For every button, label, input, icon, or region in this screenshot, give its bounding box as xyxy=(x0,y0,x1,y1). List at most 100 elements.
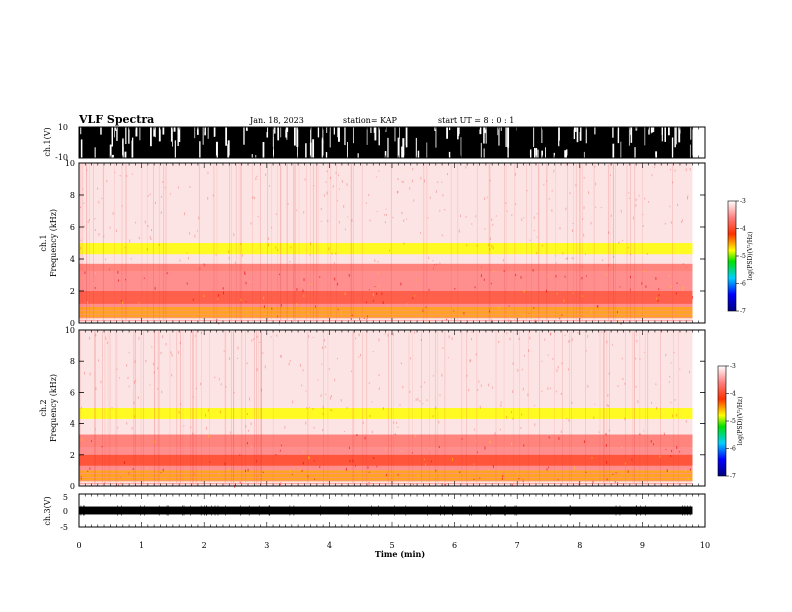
ch2-spec-speckle xyxy=(157,388,159,390)
ch2-spec-speckle xyxy=(371,430,373,434)
ch1-spec-speckle xyxy=(179,259,181,262)
ch1-volt-gap xyxy=(321,139,324,158)
x-tick-label: 10 xyxy=(700,541,710,550)
ch1-spec-speckle xyxy=(582,218,584,220)
ch1-spec-speckle xyxy=(335,252,337,255)
ch1-volt-gap xyxy=(644,127,646,146)
ch1-spec-speckle xyxy=(351,314,353,317)
ch1-spec-speckle xyxy=(387,305,389,307)
ch1-spec-speckle xyxy=(162,181,164,183)
ch1-spec-speckle xyxy=(677,203,679,207)
ch2-spec-speckle xyxy=(284,425,286,429)
ch2-spec-speckle xyxy=(624,382,626,385)
ch2-spec-speckle xyxy=(371,401,373,403)
ch1-spec-ytick-label: 10 xyxy=(65,159,75,168)
ch2-spec-speckle xyxy=(246,362,248,365)
ch1-spec-speckle xyxy=(338,220,340,224)
ch1-volt-gap xyxy=(109,144,112,158)
ch1-spec-speckle xyxy=(595,182,597,186)
ch2-spec-speckle xyxy=(512,483,514,487)
ch1-volt-gap xyxy=(612,143,615,158)
ch2-spec-speckle xyxy=(435,406,437,410)
ch1-spec-speckle xyxy=(446,173,448,176)
ch2-spec-speckle xyxy=(88,336,90,340)
ch1-spec-speckle xyxy=(523,290,525,293)
ch1-spec-speckle xyxy=(572,222,574,225)
ch2-spec-speckle xyxy=(411,452,413,454)
ch2-spec-speckle xyxy=(386,473,388,477)
ch2-spec-speckle xyxy=(368,471,370,473)
ch1-spec-speckle xyxy=(252,196,254,200)
ch1-spec-speckle xyxy=(337,282,339,286)
ch1-spec-speckle xyxy=(646,253,648,255)
ch2-spec-speckle xyxy=(345,467,347,471)
x-tick-label: 2 xyxy=(202,541,207,550)
ch2-spec-speckle xyxy=(587,384,589,388)
ch2-spec-speckle xyxy=(244,469,246,473)
ch1-spec-speckle xyxy=(491,218,493,221)
ch1-spec-speckle xyxy=(669,169,671,171)
ch1-spec-speckle xyxy=(296,303,298,306)
ch2-spec-speckle xyxy=(105,338,107,341)
ch1-spec-speckle xyxy=(551,209,553,212)
ch1-spec-speckle xyxy=(585,275,587,277)
ch1-spec-speckle xyxy=(109,226,111,229)
ch1-spec-speckle xyxy=(150,229,152,232)
ch2-spec-speckle xyxy=(101,445,103,448)
ch1-spec-speckle xyxy=(554,255,556,257)
ch2-spec-speckle xyxy=(160,472,162,474)
ch2-spec-speckle xyxy=(349,459,351,463)
ch1-spec-speckle xyxy=(307,312,309,315)
ch1-volt-gap xyxy=(317,127,320,138)
ch2-spec-speckle xyxy=(473,463,475,465)
ch1-volt-gap xyxy=(139,127,141,141)
ch1-volt-gap xyxy=(204,127,206,136)
ch2-spec-speckle xyxy=(674,398,676,401)
ch2-spec-speckle xyxy=(547,354,549,356)
ch1-spec-speckle xyxy=(372,300,374,302)
ch1-spec-speckle xyxy=(126,175,128,177)
ch1-spec-speckle xyxy=(164,187,166,189)
ch2-spec-speckle xyxy=(650,440,652,443)
ch1-spec-speckle xyxy=(333,262,335,264)
ch1-volt-gap xyxy=(671,137,674,158)
ch1-volt-gap xyxy=(344,127,346,146)
ch1-spec-speckle xyxy=(313,185,315,187)
ch2-spec-speckle xyxy=(643,430,645,432)
ch2-spec-speckle xyxy=(128,351,130,354)
ch1-spec-speckle xyxy=(581,295,583,297)
ch2-spec-speckle xyxy=(571,338,573,341)
ch1-spec-speckle xyxy=(218,293,220,297)
ch1-spec-speckle xyxy=(533,216,535,219)
ch1-spec-speckle xyxy=(160,211,162,214)
ch1-volt-gap xyxy=(154,127,156,138)
ch2-spec-speckle xyxy=(659,455,661,458)
ch2-spec-speckle xyxy=(131,427,133,430)
ch2-spec-speckle xyxy=(308,456,310,459)
ch2-spec-speckle xyxy=(668,470,670,473)
ch1-volt-gap xyxy=(529,149,532,158)
ch1-spec-speckle xyxy=(654,166,656,168)
ch2-spec-speckle xyxy=(248,397,250,401)
ch2-spec-speckle xyxy=(529,336,531,340)
ch1-volt-gap xyxy=(384,151,387,158)
ch2-spec-speckle xyxy=(105,336,107,338)
ch2-spec-speckle xyxy=(392,333,394,336)
ch1-volt-gap xyxy=(174,140,176,158)
ch2-colorbar xyxy=(717,365,727,477)
ch1-volt-gap xyxy=(505,127,507,147)
ch2-spec-speckle xyxy=(568,340,570,343)
ch1-spec-band-3 xyxy=(79,243,693,255)
ch1-spec-speckle xyxy=(108,268,110,271)
ch2-spec-speckle xyxy=(399,404,401,406)
ch2-spec-speckle xyxy=(679,368,681,370)
ch1-spec-speckle xyxy=(124,246,126,249)
ch1-volt-gap xyxy=(620,141,622,158)
ch1-volt-gap xyxy=(630,127,631,136)
ch1-volt-gap xyxy=(329,127,331,148)
ch1-spec-speckle xyxy=(545,289,547,293)
ch1-spec-band-2 xyxy=(79,291,693,304)
ch1-volt-gap xyxy=(498,127,500,146)
ch2-spec-speckle xyxy=(622,377,624,381)
ch2-spec-band-2 xyxy=(79,454,693,466)
